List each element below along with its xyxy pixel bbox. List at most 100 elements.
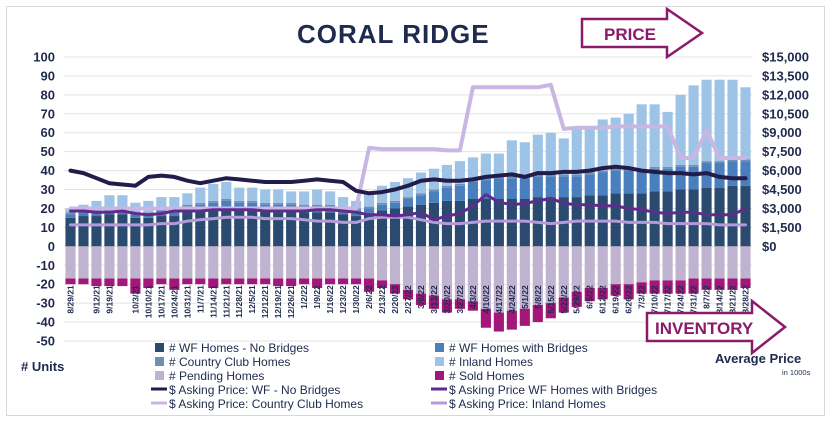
chart-title: CORAL RIDGE xyxy=(297,19,490,49)
bar--wf-homes-with-bridges xyxy=(130,214,141,218)
bar--inland-homes xyxy=(376,185,388,203)
date-label: 12/5/21 xyxy=(247,285,257,314)
legend: # WF Homes - No Bridges # WF Homes with B… xyxy=(151,341,657,411)
date-label: 8/28/22 xyxy=(741,285,751,314)
bar--wf-homes-no-bridges xyxy=(623,193,634,247)
date-label: 11/14/21 xyxy=(208,285,218,318)
bar--pending-homes xyxy=(208,246,219,279)
bar--wf-homes-no-bridges xyxy=(299,212,310,247)
date-label: 9/19/21 xyxy=(104,285,114,314)
bar--sold-homes xyxy=(454,299,465,309)
bar--inland-homes xyxy=(519,142,530,177)
inventory-arrow xyxy=(645,298,788,356)
bar--wf-homes-no-bridges xyxy=(402,206,414,247)
date-label: 12/12/21 xyxy=(260,285,270,318)
bar--wf-homes-no-bridges xyxy=(312,212,323,247)
bar--pending-homes xyxy=(104,246,115,279)
bar--wf-homes-with-bridges xyxy=(740,161,751,186)
bar--pending-homes xyxy=(156,246,167,279)
date-label: 1/2/22 xyxy=(299,285,309,309)
bar--wf-homes-no-bridges xyxy=(104,214,115,247)
bar--pending-homes xyxy=(415,246,427,294)
date-label: 6/5/22 xyxy=(585,285,595,309)
right-tick-label: $3,000 xyxy=(762,201,802,216)
legend-label: $ Asking Price: WF - No Bridges xyxy=(169,383,340,397)
legend-item: # Inland Homes xyxy=(435,355,533,369)
date-label: 7/17/22 xyxy=(663,285,673,314)
bar--sold-homes xyxy=(338,278,349,285)
bar--pending-homes xyxy=(195,246,206,279)
date-label: 2/27/22 xyxy=(403,285,413,314)
date-label: 2/6/22 xyxy=(364,285,374,309)
bar--wf-homes-no-bridges xyxy=(351,216,362,247)
bar--pending-homes xyxy=(636,246,647,283)
right-tick-label: $1,500 xyxy=(762,220,802,235)
bar--country-club-homes xyxy=(402,197,414,199)
bar--wf-homes-no-bridges xyxy=(182,212,193,247)
date-label: 5/22/22 xyxy=(559,285,569,314)
bar--wf-homes-no-bridges xyxy=(389,208,401,247)
bar--pending-homes xyxy=(221,246,232,279)
date-label: 3/6/22 xyxy=(416,285,426,309)
bar--inland-homes xyxy=(234,187,245,201)
bar--wf-homes-no-bridges xyxy=(65,217,76,247)
bar--pending-homes xyxy=(597,246,608,288)
left-tick-label: 60 xyxy=(41,125,55,140)
date-label: 12/26/21 xyxy=(286,285,296,318)
bar--pending-homes xyxy=(467,246,478,302)
bar--country-club-homes xyxy=(480,178,491,181)
bar--pending-homes xyxy=(299,246,310,279)
bar--pending-homes xyxy=(519,246,530,309)
axis-ticks: 1009080706050403020100-10-20-30-40-50$15… xyxy=(33,50,809,349)
bar--sold-homes xyxy=(597,287,608,300)
bar--inland-homes xyxy=(441,164,453,186)
line--asking-price-inland-homes xyxy=(69,215,747,227)
date-label: 5/8/22 xyxy=(533,285,543,309)
date-label: 6/19/22 xyxy=(611,285,621,314)
bar--country-club-homes xyxy=(363,206,375,209)
left-tick-label: 10 xyxy=(41,220,55,235)
bar--wf-homes-with-bridges xyxy=(208,202,219,209)
bar--sold-homes xyxy=(532,305,543,323)
bar--wf-homes-with-bridges xyxy=(623,170,634,194)
bar--wf-homes-with-bridges xyxy=(597,172,608,196)
bar--inland-homes xyxy=(467,157,478,181)
bar--country-club-homes xyxy=(688,164,699,167)
bar--wf-homes-with-bridges xyxy=(78,212,89,217)
bar--wf-homes-no-bridges xyxy=(338,214,349,247)
bar--pending-homes xyxy=(428,246,440,296)
date-label: 2/13/22 xyxy=(377,285,387,314)
bar--pending-homes xyxy=(688,246,699,279)
bar--sold-homes xyxy=(104,278,115,287)
bar--sold-homes xyxy=(117,278,128,287)
bar--pending-homes xyxy=(286,246,297,279)
bar--sold-homes xyxy=(286,278,297,287)
bar--inland-homes xyxy=(260,189,271,203)
date-label: 11/28/21 xyxy=(234,285,244,318)
bar--wf-homes-with-bridges xyxy=(532,176,543,198)
bar--wf-homes-with-bridges xyxy=(169,210,180,217)
date-label: 6/26/22 xyxy=(624,285,634,314)
bar--wf-homes-no-bridges xyxy=(78,216,89,247)
bar--inland-homes xyxy=(117,195,128,209)
bar--sold-homes xyxy=(636,282,647,294)
bar--inland-homes xyxy=(286,191,297,203)
legend-swatch xyxy=(155,371,164,380)
bar--wf-homes-with-bridges xyxy=(441,187,453,201)
bar--country-club-homes xyxy=(649,166,660,169)
left-tick-label: -20 xyxy=(36,277,55,292)
bar--pending-homes xyxy=(493,246,504,313)
date-label: 10/10/21 xyxy=(143,285,153,318)
bar--wf-homes-with-bridges xyxy=(234,202,245,209)
bar--inland-homes xyxy=(312,189,323,205)
left-tick-label: 0 xyxy=(48,239,55,254)
date-label: 10/24/21 xyxy=(169,285,179,318)
bar--pending-homes xyxy=(402,246,414,290)
date-label: 10/3/21 xyxy=(130,285,140,314)
legend-label: # Pending Homes xyxy=(169,369,264,383)
bar--wf-homes-no-bridges xyxy=(701,187,712,247)
left-tick-label: -30 xyxy=(36,296,55,311)
bar--wf-homes-no-bridges xyxy=(506,199,517,247)
bar--wf-homes-no-bridges xyxy=(428,202,440,247)
legend-item: # WF Homes with Bridges xyxy=(435,341,588,355)
